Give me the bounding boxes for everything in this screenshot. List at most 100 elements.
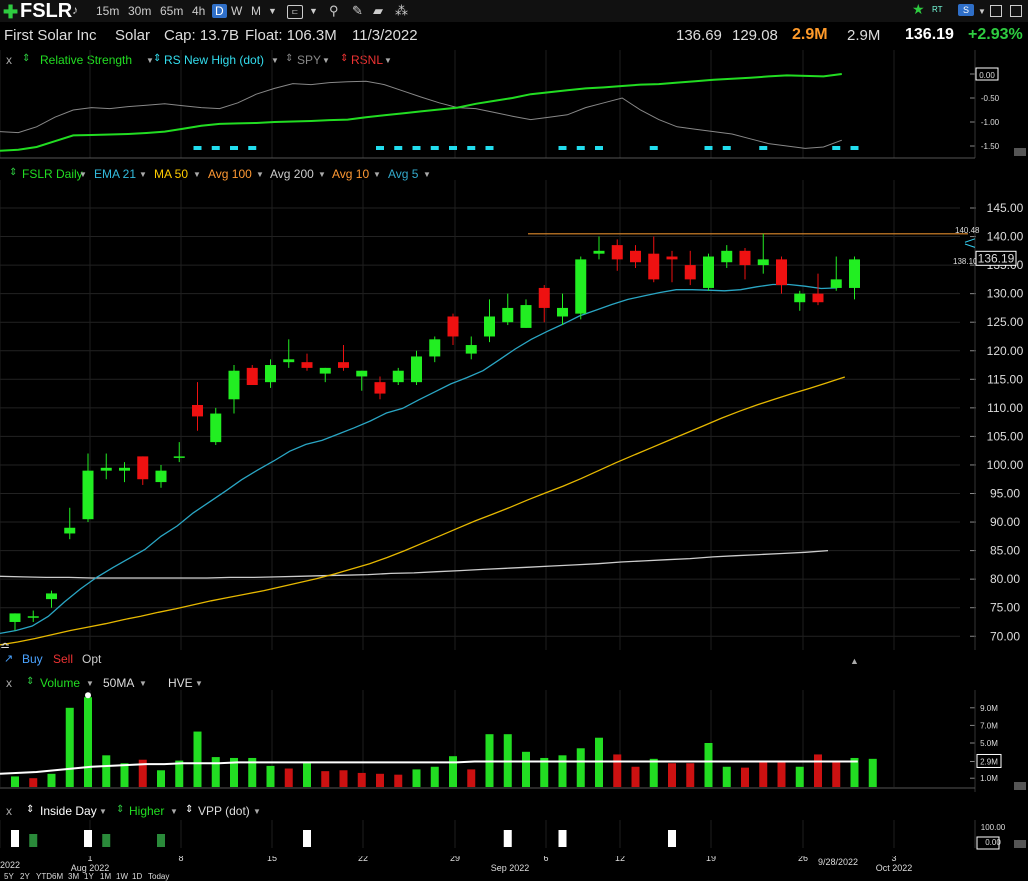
chevron-down-icon[interactable]: ▼: [318, 170, 326, 179]
timeframe-15m[interactable]: 15m: [96, 4, 120, 18]
ticker-symbol[interactable]: FSLR: [20, 0, 73, 22]
search-icon[interactable]: ⚲: [329, 3, 339, 18]
notes-icon[interactable]: ▰: [373, 3, 383, 18]
buy-button[interactable]: Buy: [22, 652, 43, 666]
chevron-down-icon[interactable]: ▼: [253, 807, 261, 816]
star-icon[interactable]: ★: [912, 1, 925, 17]
date-label: 19: [706, 856, 716, 863]
opt-button[interactable]: Opt: [82, 652, 102, 666]
chart-type-icon[interactable]: ⊏: [287, 5, 303, 19]
chevron-down-icon[interactable]: ▼: [256, 170, 264, 179]
draw-pencil-icon[interactable]: ✎: [352, 3, 363, 18]
date-range-button[interactable]: 1D: [132, 872, 142, 881]
inside-day-label[interactable]: Inside Day: [40, 804, 97, 818]
timeframe-monthly[interactable]: M: [251, 4, 261, 18]
chevron-down-icon[interactable]: ▼: [384, 56, 392, 65]
timeframe-4h[interactable]: 4h: [192, 4, 206, 18]
price-axis-label: 80.00: [990, 572, 1020, 586]
date-range-button[interactable]: 2Y: [20, 872, 30, 881]
candle-body: [739, 250, 751, 266]
timeframe-weekly[interactable]: W: [231, 4, 243, 18]
chevron-down-icon[interactable]: ▼: [322, 56, 330, 65]
date-range-button[interactable]: Today: [148, 872, 169, 881]
rt-icon[interactable]: RT: [932, 5, 943, 14]
timeframe-65m[interactable]: 65m: [160, 4, 184, 18]
expand-icon[interactable]: ⇕: [185, 804, 194, 815]
expand-icon[interactable]: ⇕: [26, 676, 35, 687]
ma50-label[interactable]: MA 50: [154, 167, 189, 181]
date-range-button[interactable]: 1M: [100, 872, 111, 881]
rsnl-label[interactable]: RSNL: [351, 53, 384, 67]
vpp-label[interactable]: VPP (dot): [198, 804, 250, 818]
share-icon[interactable]: ⁂: [395, 3, 408, 18]
chevron-down-icon[interactable]: ▼: [271, 56, 279, 65]
chevron-down-icon[interactable]: ▼: [195, 679, 203, 688]
date-label: 12: [615, 856, 625, 863]
expand-icon[interactable]: ⇕: [340, 53, 349, 64]
chevron-down-icon[interactable]: ▼: [139, 679, 147, 688]
spy-label[interactable]: SPY: [297, 53, 322, 67]
timeframe-30m[interactable]: 30m: [128, 4, 152, 18]
price-series-label[interactable]: FSLR Daily: [22, 167, 83, 181]
date-range-button[interactable]: 3M: [68, 872, 79, 881]
chevron-down-icon[interactable]: ▼: [193, 170, 201, 179]
sell-button[interactable]: Sell: [53, 652, 74, 666]
volume-bar: [686, 763, 695, 787]
chevron-down-icon[interactable]: ▼: [146, 56, 154, 65]
avg10-label[interactable]: Avg 10: [332, 167, 370, 181]
window-icon[interactable]: [990, 5, 1002, 17]
chevron-down-icon[interactable]: ▼: [86, 679, 94, 688]
volume-bar: [138, 759, 147, 787]
bell-icon[interactable]: ♪: [72, 3, 78, 17]
volume-label[interactable]: Volume: [40, 676, 81, 690]
candle-body: [9, 613, 21, 622]
higher-bar: [29, 834, 38, 847]
hve-label[interactable]: HVE: [168, 676, 193, 690]
last-price: 136.19: [905, 26, 954, 43]
chevron-down-icon[interactable]: ▼: [139, 170, 147, 179]
avg5-label[interactable]: Avg 5: [388, 167, 419, 181]
close-rs-pane-icon[interactable]: x: [6, 53, 12, 67]
date-range-button[interactable]: 6M: [52, 872, 63, 881]
expand-icon[interactable]: ⇕: [285, 53, 294, 64]
avg100-label[interactable]: Avg 100: [208, 167, 252, 181]
timeframe-daily[interactable]: D: [212, 4, 227, 18]
close-inside-pane-icon[interactable]: x: [6, 804, 12, 818]
chevron-down-icon[interactable]: ▼: [79, 170, 87, 179]
volume-bar: [814, 754, 822, 787]
expand-icon[interactable]: ⇕: [9, 167, 18, 178]
rs-new-high-label[interactable]: RS New High (dot): [164, 53, 265, 67]
expand-icon[interactable]: ⇕: [22, 53, 31, 64]
add-symbol-icon[interactable]: ✚: [3, 2, 19, 22]
rs-indicator-label[interactable]: Relative Strength: [40, 53, 133, 67]
quote-date: 11/3/2022: [352, 27, 418, 44]
date-range-button[interactable]: YTD: [36, 872, 52, 881]
close-volume-pane-icon[interactable]: x: [6, 676, 12, 690]
volume-ma-label[interactable]: 50MA: [103, 676, 135, 690]
s-icon[interactable]: S: [958, 4, 974, 16]
chevron-down-icon[interactable]: ▼: [423, 170, 431, 179]
chevron-down-icon[interactable]: ▼: [373, 170, 381, 179]
chevron-down-icon[interactable]: ▼: [99, 807, 107, 816]
rs-chart: 0.00-0.50-1.00-1.500.00: [0, 50, 1026, 159]
date-range-button[interactable]: 5Y: [4, 872, 14, 881]
expand-icon[interactable]: ⇕: [153, 53, 162, 64]
chart-type-dropdown-icon[interactable]: ▼: [309, 6, 318, 16]
candle-body: [119, 467, 130, 471]
candle-body: [137, 456, 149, 480]
dropdown-arrow-icon[interactable]: ▼: [268, 6, 277, 16]
percent-change: +2.93%: [968, 26, 1023, 43]
chevron-down-icon[interactable]: ▼: [170, 807, 178, 816]
collapse-icon[interactable]: ▲: [850, 656, 859, 666]
s-dropdown-icon[interactable]: ▼: [978, 7, 986, 16]
date-range-button[interactable]: 1Y: [84, 872, 94, 881]
inside-day-chart: 100.00 0.00: [0, 820, 1026, 850]
avg200-label[interactable]: Avg 200: [270, 167, 314, 181]
window-icon-2[interactable]: [1010, 5, 1022, 17]
expand-icon[interactable]: ⇕: [116, 804, 125, 815]
higher-label[interactable]: Higher: [129, 804, 165, 818]
date-range-button[interactable]: 1W: [116, 872, 128, 881]
ema21-label[interactable]: EMA 21: [94, 167, 137, 181]
order-arrow-icon[interactable]: ↗: [4, 653, 14, 665]
expand-icon[interactable]: ⇕: [26, 804, 35, 815]
